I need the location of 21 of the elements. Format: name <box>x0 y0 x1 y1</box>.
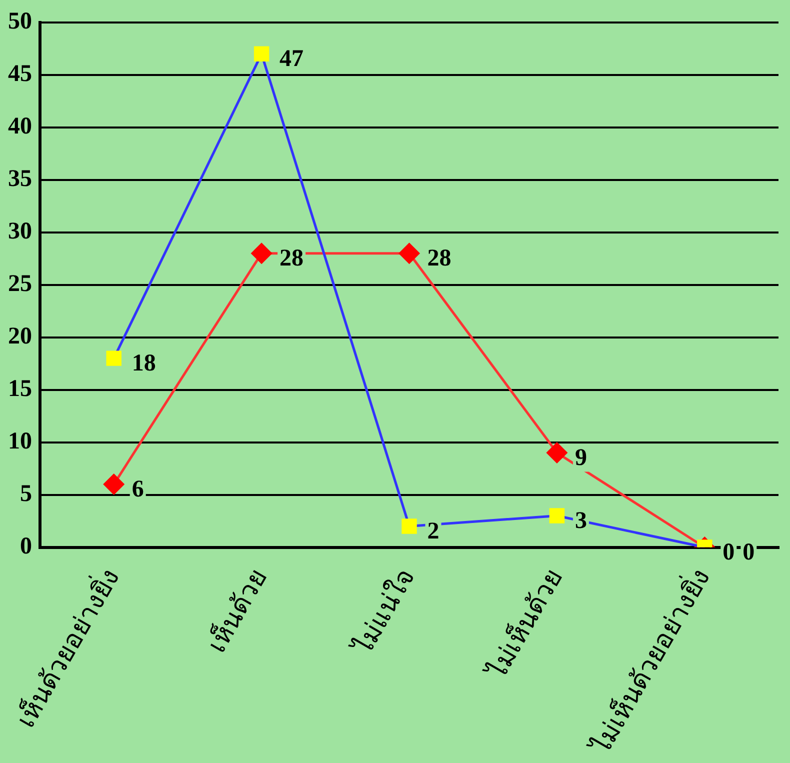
y-tick-label: 40 <box>8 114 32 140</box>
y-tick-label: 35 <box>8 166 32 192</box>
y-tick-label: 25 <box>8 271 32 298</box>
data-label: 47 <box>280 46 304 72</box>
data-label: 0 <box>722 539 735 566</box>
y-tick-label: 10 <box>8 428 32 454</box>
y-tick-label: 30 <box>8 218 32 245</box>
y-tick-label: 50 <box>8 8 32 35</box>
y-tick-label: 0 <box>20 533 32 560</box>
data-label: 28 <box>427 246 452 272</box>
y-tick-label: 20 <box>8 324 32 350</box>
data-label: 0 <box>742 539 755 566</box>
y-tick-label: 15 <box>8 376 32 402</box>
data-label: 2 <box>427 518 440 544</box>
data-label: 3 <box>574 508 587 534</box>
data-label: 28 <box>280 246 304 272</box>
data-label: 6 <box>132 476 144 502</box>
y-tick-label: 5 <box>20 480 32 507</box>
data-label: 18 <box>132 350 156 377</box>
data-label: 9 <box>574 444 587 471</box>
y-tick-label: 45 <box>8 61 32 88</box>
